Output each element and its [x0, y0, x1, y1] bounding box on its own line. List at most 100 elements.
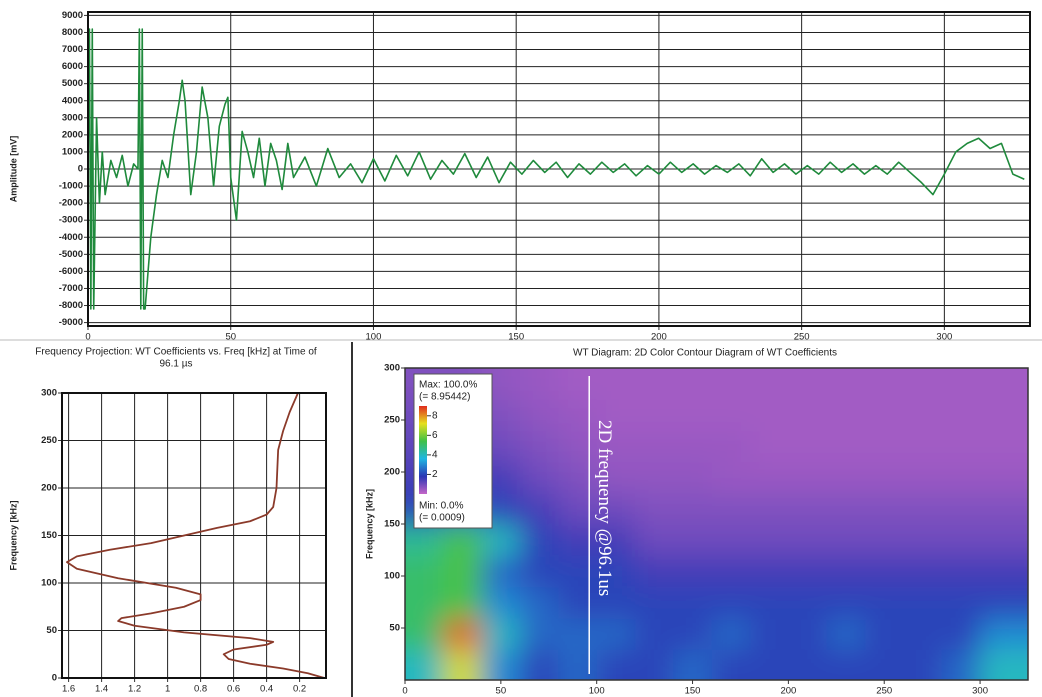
- heatmap-cell: [941, 399, 982, 432]
- x-tick-label: 50: [496, 686, 507, 697]
- heatmap-cell: [980, 368, 1028, 401]
- heatmap-cell: [558, 555, 598, 588]
- x-tick-label: 1: [165, 684, 170, 695]
- heatmap-cell: [750, 461, 790, 494]
- x-tick-label: 1.6: [62, 684, 75, 695]
- heatmap-cell: [558, 617, 598, 650]
- heatmap-cell: [980, 430, 1028, 463]
- x-tick-label: 250: [794, 332, 810, 343]
- heatmap-cell: [788, 648, 828, 680]
- heatmap-cell: [980, 648, 1028, 680]
- y-tick-label: 7000: [62, 44, 83, 55]
- colorbar-tick-label: 6: [432, 430, 438, 441]
- heatmap-cell: [673, 492, 713, 525]
- heatmap-cell: [941, 617, 982, 650]
- heatmap-cell: [520, 430, 560, 463]
- y-axis-label: Frequency [kHz]: [364, 489, 374, 559]
- colorbar-tick-label: 8: [432, 410, 438, 421]
- heatmap-cell: [711, 648, 752, 680]
- chart: Amplitude [mV] -9000 -8000 -7000 -6000 -5000 -…: [8, 10, 1031, 343]
- heatmap-cell: [865, 555, 905, 588]
- heatmap-cell: [750, 586, 790, 619]
- heatmap-cell: [750, 399, 790, 432]
- heatmap-cell: [903, 399, 943, 432]
- heatmap-cell: [711, 368, 752, 401]
- heatmap-cell: [673, 524, 713, 557]
- x-tick-label: 250: [876, 686, 892, 697]
- heatmap-cell: [481, 648, 522, 680]
- x-tick-label: 100: [366, 332, 382, 343]
- heatmap-cell: [980, 399, 1028, 432]
- y-tick-label: 9000: [62, 10, 83, 21]
- heatmap-cell: [481, 586, 522, 619]
- heatmap-cell: [788, 524, 828, 557]
- heatmap-cell: [635, 430, 675, 463]
- heatmap-cell: [673, 586, 713, 619]
- y-tick-label: 200: [384, 467, 400, 478]
- legend-text: Max: 100.0%: [419, 380, 477, 391]
- x-tick-label: 0: [85, 332, 90, 343]
- y-tick-label: -3000: [59, 215, 83, 226]
- heatmap-cell: [826, 586, 867, 619]
- heatmap-cell: [558, 586, 598, 619]
- heatmap-cell: [941, 430, 982, 463]
- heatmap-cell: [788, 492, 828, 525]
- chart-title: Frequency Projection: WT Coefficients vs…: [35, 347, 317, 358]
- legend: Max: 100.0%(= 8.95442) Min: 0.0%(= 0.0009…: [413, 373, 493, 529]
- x-tick-label: 0: [402, 686, 407, 697]
- heatmap-cell: [673, 430, 713, 463]
- colorbar-tick-label: 2: [432, 469, 438, 480]
- x-tick-label: 150: [508, 332, 524, 343]
- heatmap-cell: [481, 617, 522, 650]
- heatmap-cell: [558, 492, 598, 525]
- y-tick-label: -7000: [59, 283, 83, 294]
- heatmap-cell: [635, 648, 675, 680]
- heatmap-cell: [865, 368, 905, 401]
- heatmap-cell: [788, 461, 828, 494]
- heatmap-cell: [826, 617, 867, 650]
- chart-title: 96.1 µs: [159, 359, 192, 370]
- heatmap-cell: [711, 492, 752, 525]
- heatmap-cell: [635, 586, 675, 619]
- heatmap-cell: [903, 648, 943, 680]
- heatmap-cell: [826, 461, 867, 494]
- heatmap-cell: [865, 617, 905, 650]
- heatmap-cell: [903, 461, 943, 494]
- y-tick-label: -2000: [59, 198, 83, 209]
- heatmap-cell: [903, 368, 943, 401]
- frame: [61, 392, 327, 679]
- heatmap-cell: [980, 617, 1028, 650]
- heatmap-cell: [520, 524, 560, 557]
- data-line: [87, 28, 1025, 310]
- heatmap-cell: [520, 368, 560, 401]
- y-tick-label: 50: [46, 625, 57, 636]
- legend-text: (= 0.0009): [419, 513, 465, 524]
- heatmap-cell: [596, 555, 637, 588]
- heatmap-cell: [711, 617, 752, 650]
- annotation: 2D frequency @96.1us: [594, 420, 615, 596]
- heatmap-cell: [788, 430, 828, 463]
- heatmap-cell: [520, 492, 560, 525]
- heatmap-cell: [558, 368, 598, 401]
- heatmap-cell: [520, 461, 560, 494]
- x-tick-label: 1.2: [128, 684, 141, 695]
- y-tick-label: 6000: [62, 61, 83, 72]
- legend-text: Min: 0.0%: [419, 501, 464, 512]
- heatmap-cell: [865, 492, 905, 525]
- heatmap-cell: [443, 648, 483, 680]
- heatmap-cell: [941, 492, 982, 525]
- heatmap-cell: [405, 524, 445, 557]
- heatmap-cell: [788, 555, 828, 588]
- heatmap-cell: [903, 586, 943, 619]
- heatmap-cell: [520, 648, 560, 680]
- heatmap-cell: [826, 524, 867, 557]
- x-tick-label: 0.4: [260, 684, 273, 695]
- data-line: [66, 392, 325, 679]
- heatmap-cell: [711, 586, 752, 619]
- heatmap-cell: [980, 524, 1028, 557]
- chart: WT Diagram: 2D Color Contour Diagram of …: [364, 348, 1029, 697]
- heatmap-cell: [481, 524, 522, 557]
- legend-text: (= 8.95442): [419, 392, 470, 403]
- heatmap-cell: [520, 399, 560, 432]
